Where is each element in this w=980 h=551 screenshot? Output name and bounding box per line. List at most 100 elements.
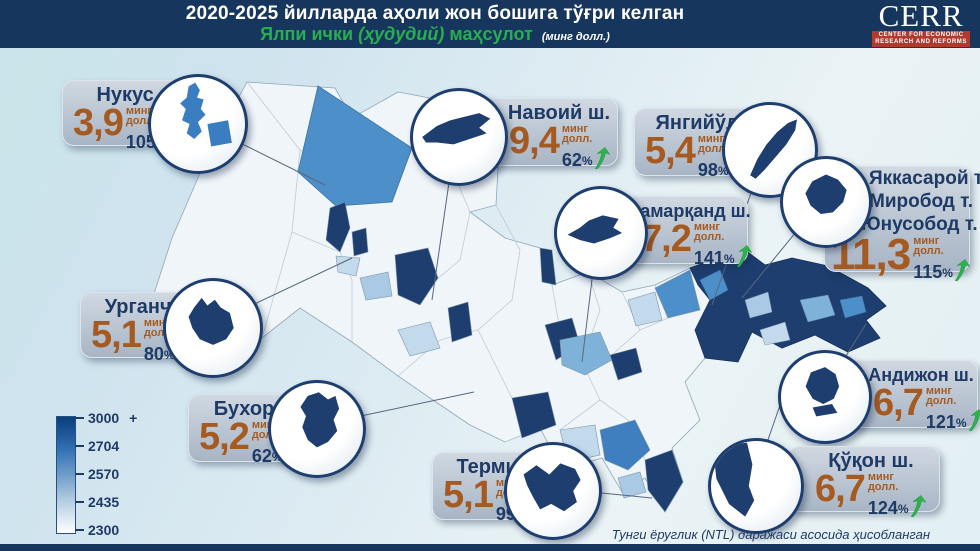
growth-percent: 62% [562,145,612,170]
district-silhouette [180,82,206,140]
district-silhouette [805,367,840,405]
growth-percent: 124% [868,493,928,518]
district-silhouette [712,442,755,517]
cerr-subtitle-line2: RESEARCH AND REFORMS [875,39,967,45]
city-name: Андижон ш. [868,365,974,385]
legend-label: 2435 [88,494,120,510]
legend-tick [75,417,84,419]
source-note: Тунги ёруглик (NTL) даражаси асосида ҳис… [611,527,930,542]
legend-row: 2435 [75,494,119,510]
cerr-logo-text: CERR [878,0,964,33]
value: 6,7 [873,382,924,424]
legend-tick [75,529,84,531]
value: 9,4 [509,120,560,162]
growth-percent: 141% [694,243,754,268]
district-silhouette [207,120,232,147]
value: 7,2 [641,218,692,260]
district-silhouette [523,463,581,512]
legend-row: 2300 [75,522,119,538]
district-silhouette [812,404,838,417]
callout-samarkand: Самарқанд ш. 7,2 минг долл. 141% [552,186,752,282]
growth-percent: 121% [926,407,980,432]
map-legend: 3000 + 2704 2570 2435 2300 [56,410,186,542]
legend-row: 2570 [75,466,119,482]
cerr-subtitle-line1: CENTER FOR ECONOMIC [878,32,964,38]
legend-label: 2570 [88,466,120,482]
city-name: Навоий ш. [507,102,611,124]
legend-gradient-bar [56,416,76,534]
growth-arrow-icon [736,245,752,268]
growth-arrow-icon [954,259,971,282]
district-shape-circle [410,88,508,186]
value: 5,1 [91,314,142,356]
value: 5,1 [443,474,494,516]
callout-andijan: Андижон ш. 6,7 минг долл. 121% [776,348,980,444]
district-shape-circle [268,380,366,478]
district-silhouette [567,215,623,244]
district-silhouette [300,392,340,448]
legend-row: 3000 + [75,410,137,426]
callout-box: Андижон ш. 6,7 минг долл. 121% [846,360,980,432]
district-shape-circle [554,186,648,280]
growth-percent: 115% [913,257,972,282]
district-shape-circle [708,438,804,534]
page-title: 2020-2025 йилларда аҳоли жон бошига тўғр… [185,3,685,24]
legend-plus: + [129,410,138,426]
north-region-patch [297,85,413,207]
legend-label: 2300 [88,522,120,538]
value: 6,7 [815,468,866,510]
cerr-logo-subtitle: CENTER FOR ECONOMIC RESEARCH AND REFORMS [872,31,970,47]
bottom-strip [0,544,980,551]
district-name: Юнусобод т. [861,214,978,235]
legend-tick [75,501,84,503]
subtitle-unit-note: (минг долл.) [541,31,610,43]
legend-label: 3000 [88,410,120,426]
legend-row: 2704 [75,438,119,454]
legend-tick [75,445,84,447]
district-silhouette [805,174,847,215]
cerr-logo: CERR CENTER FOR ECONOMIC RESEARCH AND RE… [872,0,970,47]
district-patches [325,201,701,513]
district-shape-circle [148,74,248,174]
district-shape-circle [163,278,263,378]
subtitle-part-c: маҳсулот [449,24,533,44]
callout-kokand: Қўқон ш. 6,7 минг долл. 124% [706,436,956,536]
value: 5,2 [199,416,250,458]
growth-arrow-icon [910,495,926,518]
district-silhouette [750,119,797,179]
district-shape-circle [780,156,872,248]
growth-arrow-icon [968,409,980,432]
subtitle-part-a: Ялпи ички [260,24,354,44]
growth-arrow-icon [594,147,610,170]
callout-box: Қўқон ш. 6,7 минг долл. 124% [788,446,940,518]
callout-urganch: Урганч ш. 5,1 минг долл. 80% [78,278,308,380]
legend-label: 2704 [88,438,120,454]
header: 2020-2025 йилларда аҳоли жон бошига тўғр… [0,0,980,48]
district-name: Миробод т. [869,191,974,212]
value: 5,4 [645,130,696,172]
value: 3,9 [73,102,124,144]
east-region [689,249,887,363]
callout-tashkent-districts: Яккасарой т. Миробод т. Юнусобод т. 11,3… [778,152,980,282]
header-titles: 2020-2025 йилларда аҳоли жон бошига тўғр… [0,0,870,45]
district-silhouette [422,113,491,145]
subtitle-part-b: (ҳудудий) [358,24,445,44]
city-name: Самарқанд ш. [627,201,751,221]
page-subtitle: Ялпи ички (ҳудудий) маҳсулот (минг долл.… [0,24,870,45]
city-name: Қўқон ш. [828,450,914,472]
district-name: Яккасарой т. [869,168,980,189]
